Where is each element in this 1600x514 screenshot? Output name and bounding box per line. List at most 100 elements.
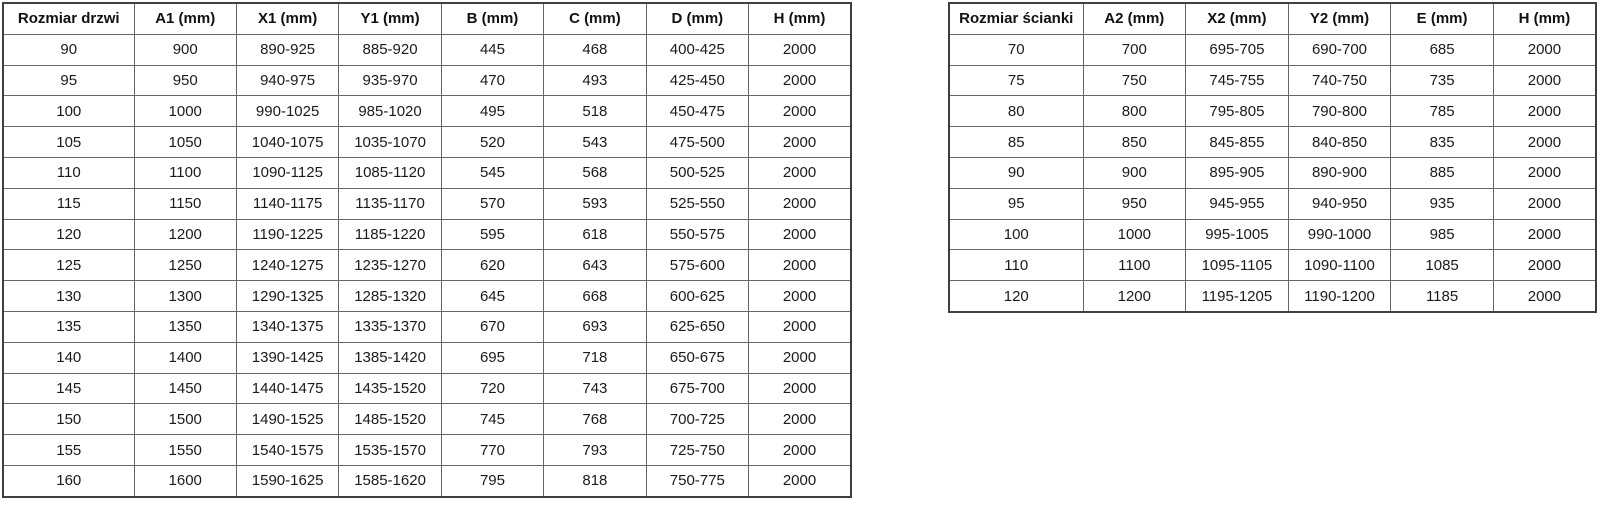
table-cell: 2000 — [1492, 187, 1597, 220]
table-cell: 600-625 — [645, 280, 750, 312]
table-cell: 145 — [2, 372, 135, 405]
table-cell: 2000 — [748, 464, 852, 498]
table-cell: 900 — [1082, 156, 1187, 189]
table-cell: 1050 — [133, 126, 237, 158]
table-cell: 940-975 — [235, 64, 340, 97]
table-cell: 1390-1425 — [235, 341, 340, 374]
table-cell: 745-755 — [1185, 64, 1289, 97]
table-cell: 1400 — [133, 341, 237, 374]
table-cell: 2000 — [748, 403, 852, 436]
table-cell: 670 — [440, 310, 545, 343]
table-cell: 1335-1370 — [338, 310, 442, 343]
table-cell: 795 — [440, 464, 545, 498]
table-cell: 595 — [440, 218, 545, 251]
table-row: 135 1350 1340-1375 1335-1370 670 693 625-650 20… — [2, 310, 852, 343]
table-cell: 1095-1105 — [1185, 249, 1289, 282]
table-cell: 800 — [1082, 95, 1187, 128]
header-row: Rozmiar ścianki A2 (mm) X2 (mm) Y2 (mm) E (m… — [948, 2, 1597, 35]
table-cell: 2000 — [1492, 156, 1597, 189]
table-cell: 2000 — [1492, 64, 1597, 97]
table-cell: 80 — [948, 95, 1084, 128]
table-row: 90 900 895-905 890-900 885 2000 — [948, 156, 1597, 189]
table-cell: 110 — [2, 156, 135, 189]
column-header: A1 (mm) — [133, 2, 237, 35]
table-cell: 495 — [440, 95, 545, 128]
table-cell: 100 — [948, 218, 1084, 251]
table-cell: 890-900 — [1287, 156, 1392, 189]
table-cell: 95 — [948, 187, 1084, 220]
table-cell: 693 — [543, 310, 647, 343]
table-cell: 1600 — [133, 464, 237, 498]
table-cell: 525-550 — [645, 187, 750, 220]
table-cell: 470 — [440, 64, 545, 97]
table-cell: 445 — [440, 33, 545, 66]
table-cell: 1190-1225 — [235, 218, 340, 251]
table-cell: 835 — [1390, 126, 1494, 158]
table-cell: 2000 — [748, 341, 852, 374]
table-cell: 668 — [543, 280, 647, 312]
table-cell: 790-800 — [1287, 95, 1392, 128]
table-cell: 70 — [948, 33, 1084, 66]
table-cell: 750-775 — [645, 464, 750, 498]
table-cell: 743 — [543, 372, 647, 405]
table-cell: 1590-1625 — [235, 464, 340, 498]
table-cell: 1100 — [133, 156, 237, 189]
table-cell: 550-575 — [645, 218, 750, 251]
table-cell: 518 — [543, 95, 647, 128]
column-header: X2 (mm) — [1185, 2, 1289, 35]
table-cell: 2000 — [748, 310, 852, 343]
table-cell: 793 — [543, 434, 647, 466]
table-cell: 140 — [2, 341, 135, 374]
table-row: 120 1200 1190-1225 1185-1220 595 618 550-575 20… — [2, 218, 852, 251]
table-cell: 645 — [440, 280, 545, 312]
table-cell: 1585-1620 — [338, 464, 442, 498]
table-cell: 90 — [948, 156, 1084, 189]
table-row: 160 1600 1590-1625 1585-1620 795 818 750-775 20… — [2, 464, 852, 498]
table-cell: 1085 — [1390, 249, 1494, 282]
table-cell: 2000 — [748, 249, 852, 282]
table-cell: 425-450 — [645, 64, 750, 97]
table-cell: 568 — [543, 156, 647, 189]
table-cell: 850 — [1082, 126, 1187, 158]
table-cell: 625-650 — [645, 310, 750, 343]
table-cell: 135 — [2, 310, 135, 343]
table-cell: 785 — [1390, 95, 1494, 128]
table-cell: 1485-1520 — [338, 403, 442, 436]
table-cell: 95 — [2, 64, 135, 97]
table-cell: 543 — [543, 126, 647, 158]
table-cell: 950 — [1082, 187, 1187, 220]
table-cell: 100 — [2, 95, 135, 128]
table-cell: 818 — [543, 464, 647, 498]
table-cell: 1550 — [133, 434, 237, 466]
column-header: X1 (mm) — [235, 2, 340, 35]
table-cell: 1535-1570 — [338, 434, 442, 466]
table-cell: 940-950 — [1287, 187, 1392, 220]
table-cell: 900 — [133, 33, 237, 66]
table-row: 155 1550 1540-1575 1535-1570 770 793 725-750 20… — [2, 434, 852, 466]
table-row: 90 900 890-925 885-920 445 468 400-425 2000 — [2, 33, 852, 66]
table-cell: 885 — [1390, 156, 1494, 189]
table-cell: 1090-1100 — [1287, 249, 1392, 282]
table-cell: 110 — [948, 249, 1084, 282]
table-cell: 520 — [440, 126, 545, 158]
table-cell: 545 — [440, 156, 545, 189]
table-cell: 1490-1525 — [235, 403, 340, 436]
table-cell: 1385-1420 — [338, 341, 442, 374]
table-row: 125 1250 1240-1275 1235-1270 620 643 575-600 20… — [2, 249, 852, 282]
table-row: 100 1000 990-1025 985-1020 495 518 450-475 2000 — [2, 95, 852, 128]
table-cell: 1150 — [133, 187, 237, 220]
table-cell: 995-1005 — [1185, 218, 1289, 251]
table-row: 115 1150 1140-1175 1135-1170 570 593 525-550 20… — [2, 187, 852, 220]
table-cell: 2000 — [1492, 249, 1597, 282]
table-cell: 85 — [948, 126, 1084, 158]
table-cell: 985 — [1390, 218, 1494, 251]
table-row: 140 1400 1390-1425 1385-1420 695 718 650-675 20… — [2, 341, 852, 374]
table-cell: 575-600 — [645, 249, 750, 282]
table-cell: 618 — [543, 218, 647, 251]
table-cell: 1435-1520 — [338, 372, 442, 405]
column-header: E (mm) — [1390, 2, 1494, 35]
table-cell: 450-475 — [645, 95, 750, 128]
table-cell: 2000 — [1492, 280, 1597, 313]
table-cell: 620 — [440, 249, 545, 282]
table-cell: 1140-1175 — [235, 187, 340, 220]
